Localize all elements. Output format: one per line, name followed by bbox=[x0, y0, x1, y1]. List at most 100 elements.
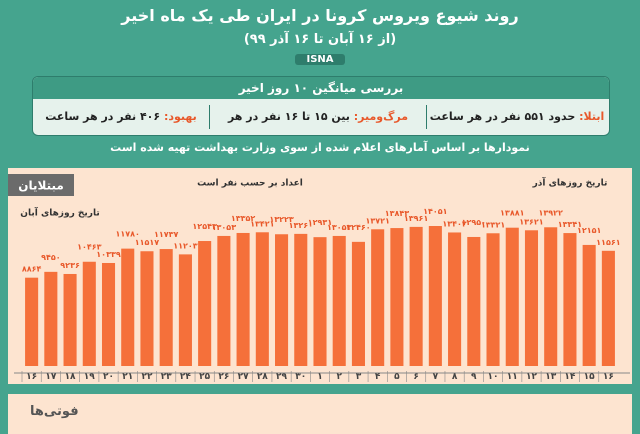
bar bbox=[159, 249, 173, 366]
value-label: ۱۳۴۲۱ bbox=[250, 219, 274, 228]
value-label: ۱۲۹۳۱ bbox=[308, 218, 332, 227]
subtitle: (از ۱۶ آبان تا ۱۶ آذر ۹۹) bbox=[243, 32, 397, 47]
bar bbox=[44, 271, 58, 366]
value-label: ۱۳۶۲۱ bbox=[519, 217, 543, 226]
bar bbox=[351, 241, 365, 366]
bar bbox=[332, 235, 346, 366]
value-label: ۱۱۷۳۷ bbox=[154, 230, 179, 239]
x-tick-label: ۱۴ bbox=[564, 372, 575, 382]
bar bbox=[313, 237, 327, 366]
x-tick-label: ۷ bbox=[433, 372, 439, 382]
value-label: ۱۱۷۸۰ bbox=[116, 230, 140, 239]
x-tick-label: ۱۳ bbox=[545, 372, 556, 382]
chart: مبتلایان اعداد بر حسب نفر است تاریخ روزه… bbox=[8, 174, 630, 382]
bar bbox=[544, 227, 558, 366]
x-tick-label: ۲۳ bbox=[161, 372, 172, 382]
bar bbox=[255, 232, 269, 366]
next-panel bbox=[8, 394, 632, 434]
value-label: ۱۳۹۲۲ bbox=[538, 208, 563, 217]
x-tick-label: ۲ bbox=[336, 372, 342, 382]
value-label: ۹۴۵۰ bbox=[41, 253, 61, 262]
bar bbox=[140, 251, 154, 366]
value-label: ۱۲۵۴۳ bbox=[192, 222, 217, 231]
value-label: ۱۳۳۵۲ bbox=[231, 214, 256, 223]
x-tick-label: ۵ bbox=[394, 372, 400, 382]
summary-item: ابتلا: حدود ۵۵۱ نفر در هر ساعت bbox=[425, 105, 609, 129]
value-label: ۱۳۸۴۳ bbox=[385, 209, 410, 218]
x-tick-label: ۳ bbox=[356, 372, 362, 382]
x-tick-label: ۶ bbox=[413, 372, 419, 382]
bar bbox=[428, 226, 442, 366]
section-title: مبتلایان bbox=[18, 179, 64, 193]
value-label: ۱۳۰۵۳ bbox=[327, 223, 352, 232]
x-tick-label: ۲۶ bbox=[218, 372, 229, 382]
bar bbox=[178, 254, 192, 366]
bar bbox=[390, 228, 404, 366]
x-tick-label: ۹ bbox=[471, 372, 477, 382]
unit-note: اعداد بر حسب نفر است bbox=[197, 179, 303, 189]
summary-text: ۴۰۶ نفر در هر ساعت bbox=[45, 110, 161, 123]
bar bbox=[467, 236, 481, 366]
title: روند شیوع ویروس کرونا در ایران طی یک ماه… bbox=[121, 6, 519, 25]
value-label: ۹۲۳۶ bbox=[60, 261, 80, 270]
x-tick-label: ۱۶ bbox=[26, 372, 37, 382]
summary-label: مرگ‌ومیر: bbox=[353, 110, 409, 123]
x-tick-label: ۱۶ bbox=[603, 372, 614, 382]
summary-item: بهبود: ۴۰۶ نفر در هر ساعت bbox=[33, 105, 209, 129]
summary-label: بهبود: bbox=[163, 110, 197, 123]
bar bbox=[275, 234, 289, 366]
value-label: ۱۱۲۰۳ bbox=[173, 241, 198, 250]
bar bbox=[409, 226, 423, 366]
summary-title: بررسی میانگین ۱۰ روز اخیر bbox=[33, 77, 609, 99]
value-label: ۱۳۳۲۱ bbox=[481, 220, 505, 229]
bar bbox=[101, 262, 116, 366]
value-label: ۱۳۴۰۲ bbox=[442, 219, 467, 228]
bar bbox=[121, 248, 135, 366]
bar bbox=[563, 233, 577, 366]
value-label: ۱۰۳۳۹ bbox=[96, 250, 121, 259]
note: نمودارها بر اساس آمارهای اعلام شده از سو… bbox=[110, 141, 530, 154]
bar bbox=[63, 273, 77, 366]
value-label: ۱۱۵۶۱ bbox=[596, 238, 620, 247]
bar bbox=[486, 233, 500, 366]
value-label: ۱۳۲۶۰ bbox=[289, 221, 313, 230]
next-section-title: فوتی‌ها bbox=[30, 404, 79, 419]
summary-item: مرگ‌ومیر: بین ۱۵ تا ۱۶ نفر در هر ساعت bbox=[209, 105, 427, 135]
azar-label: تاریخ روزهای آذر bbox=[532, 177, 608, 189]
x-tick-label: ۲۰ bbox=[103, 372, 114, 382]
x-tick-label: ۳۰ bbox=[295, 372, 306, 382]
bar bbox=[82, 261, 96, 366]
value-label: ۱۳۳۴۱ bbox=[558, 220, 582, 229]
value-label: ۱۳۸۸۱ bbox=[500, 209, 524, 218]
x-tick-label: ۲۹ bbox=[276, 372, 287, 382]
summary-box: بررسی میانگین ۱۰ روز اخیر ابتلا: حدود ۵۵… bbox=[32, 76, 610, 136]
x-tick-label: ۲۷ bbox=[238, 372, 249, 382]
bar bbox=[371, 229, 385, 366]
x-tick-label: ۱۹ bbox=[84, 372, 95, 382]
value-label: ۱۳۹۶۱ bbox=[404, 214, 428, 223]
value-label: ۱۱۵۱۷ bbox=[135, 238, 160, 247]
value-label: ۱۳۰۵۳ bbox=[212, 223, 237, 232]
summary-label: ابتلا: bbox=[579, 110, 605, 123]
value-label: ۱۰۴۶۳ bbox=[77, 243, 102, 252]
bar bbox=[236, 232, 250, 366]
bar bbox=[601, 250, 615, 366]
bar bbox=[524, 230, 539, 366]
x-tick-label: ۲۱ bbox=[122, 372, 133, 382]
x-tick-label: ۴ bbox=[375, 372, 381, 382]
x-tick-label: ۲۲ bbox=[141, 372, 152, 382]
x-tick-label: ۲۸ bbox=[257, 372, 268, 382]
value-label: ۱۳۷۲۱ bbox=[365, 216, 389, 225]
bar bbox=[582, 244, 596, 366]
value-label: ۸۸۶۴ bbox=[22, 265, 42, 274]
x-tick-label: ۱ bbox=[317, 372, 323, 382]
x-tick-label: ۱۵ bbox=[584, 372, 595, 382]
x-tick-label: ۱۱ bbox=[507, 372, 518, 382]
x-tick-label: ۱۷ bbox=[45, 372, 56, 382]
summary-text: حدود ۵۵۱ نفر در هر ساعت bbox=[429, 110, 576, 123]
source: ISNA bbox=[295, 54, 345, 65]
bar bbox=[448, 232, 462, 366]
bar bbox=[294, 233, 308, 366]
aban-label: تاریخ روزهای آبان bbox=[20, 207, 99, 219]
